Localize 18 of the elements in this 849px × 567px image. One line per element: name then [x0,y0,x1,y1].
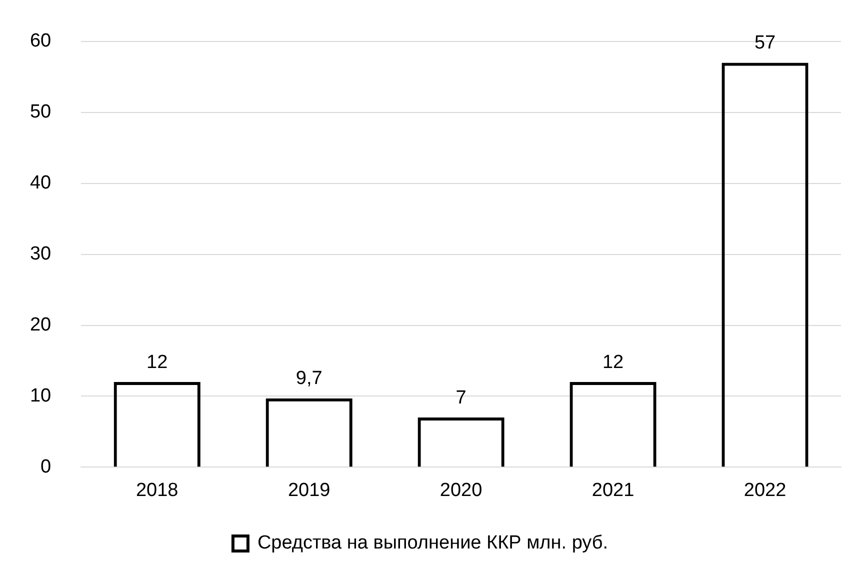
y-tick-label: 60 [30,30,52,52]
y-tick-label: 0 [40,456,52,478]
y-tick-label: 40 [30,172,52,194]
data-label: 9,7 [296,368,322,390]
data-label: 12 [146,352,168,373]
y-tick-label: 50 [30,102,52,123]
legend-label: Средства на выполнение ККР млн. руб. [257,532,608,554]
data-label: 12 [602,352,624,373]
y-tick-label: 20 [30,314,52,336]
x-tick-label: 2020 [440,480,482,501]
x-tick-label: 2019 [288,480,330,501]
y-tick-label: 10 [30,385,52,406]
x-tick-label: 2022 [744,480,786,501]
y-tick-label: 30 [30,244,52,265]
data-label: 7 [456,387,466,408]
x-tick-label: 2018 [136,480,178,501]
data-label: 57 [754,32,776,54]
x-tick-label: 2021 [592,480,634,501]
